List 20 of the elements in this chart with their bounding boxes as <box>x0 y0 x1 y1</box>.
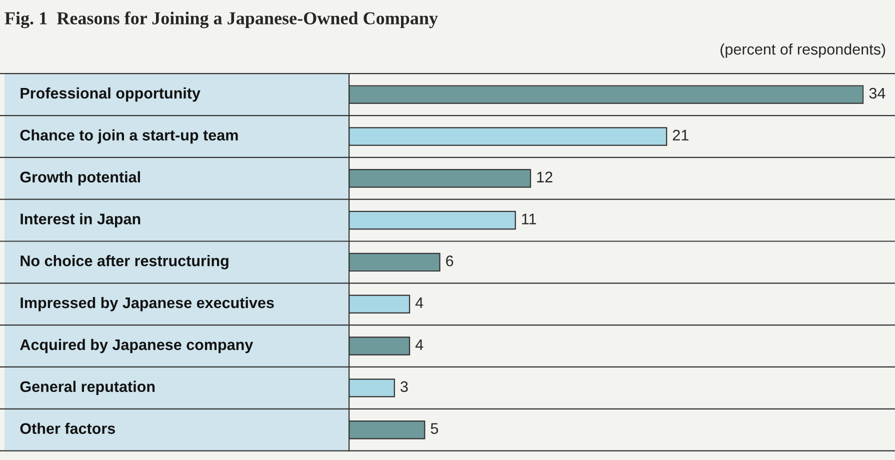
data-label: 21 <box>672 130 688 140</box>
y-tick-label: Chance to join a start-up team <box>20 129 238 144</box>
y-tick-label: Growth potential <box>20 171 140 186</box>
y-tick-label: No choice after restructuring <box>20 255 228 270</box>
text: (percent of respondents) <box>720 43 886 58</box>
data-label: 4 <box>415 339 424 350</box>
y-tick-label: General reputation <box>20 380 155 396</box>
data-label: 34 <box>869 88 886 99</box>
data-label: 11 <box>522 214 536 224</box>
data-label: 4 <box>415 298 424 308</box>
y-tick-label: Professional opportunity <box>20 87 200 102</box>
data-label: 12 <box>537 172 552 182</box>
data-label: 6 <box>446 255 454 266</box>
data-label: 5 <box>430 423 438 434</box>
y-tick-label: Other factors <box>20 422 115 434</box>
data-label: 3 <box>400 381 408 392</box>
chart-title: Fig. 1 Reasons for Joining a Japanese-Owned Company <box>4 12 438 28</box>
y-tick-label: Interest in Japan <box>20 213 140 228</box>
y-tick-label: Impressed by Japanese executives <box>20 296 274 312</box>
y-tick-label: Acquired by Japanese company <box>20 338 254 354</box>
